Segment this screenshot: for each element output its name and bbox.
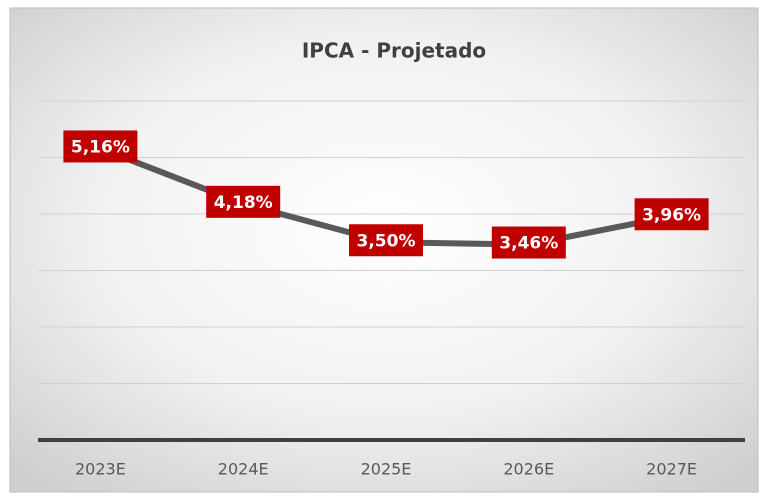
x-tick-label: 2024E — [218, 460, 269, 479]
x-tick-label: 2025E — [361, 460, 412, 479]
data-label-box — [634, 198, 709, 231]
data-label: 3,46% — [499, 234, 558, 254]
data-label-box — [63, 130, 138, 163]
data-label: 4,18% — [214, 193, 273, 213]
x-tick-label: 2026E — [503, 460, 554, 479]
x-tick-label: 2027E — [646, 460, 697, 479]
data-label-box — [206, 185, 281, 218]
data-label: 5,16% — [71, 137, 130, 157]
data-label: 3,50% — [357, 231, 416, 251]
data-label-box — [491, 226, 566, 259]
chart-title: IPCA - Projetado — [302, 39, 486, 63]
x-tick-label: 2023E — [75, 460, 126, 479]
data-label: 3,96% — [642, 205, 701, 225]
data-label-box — [349, 224, 423, 257]
